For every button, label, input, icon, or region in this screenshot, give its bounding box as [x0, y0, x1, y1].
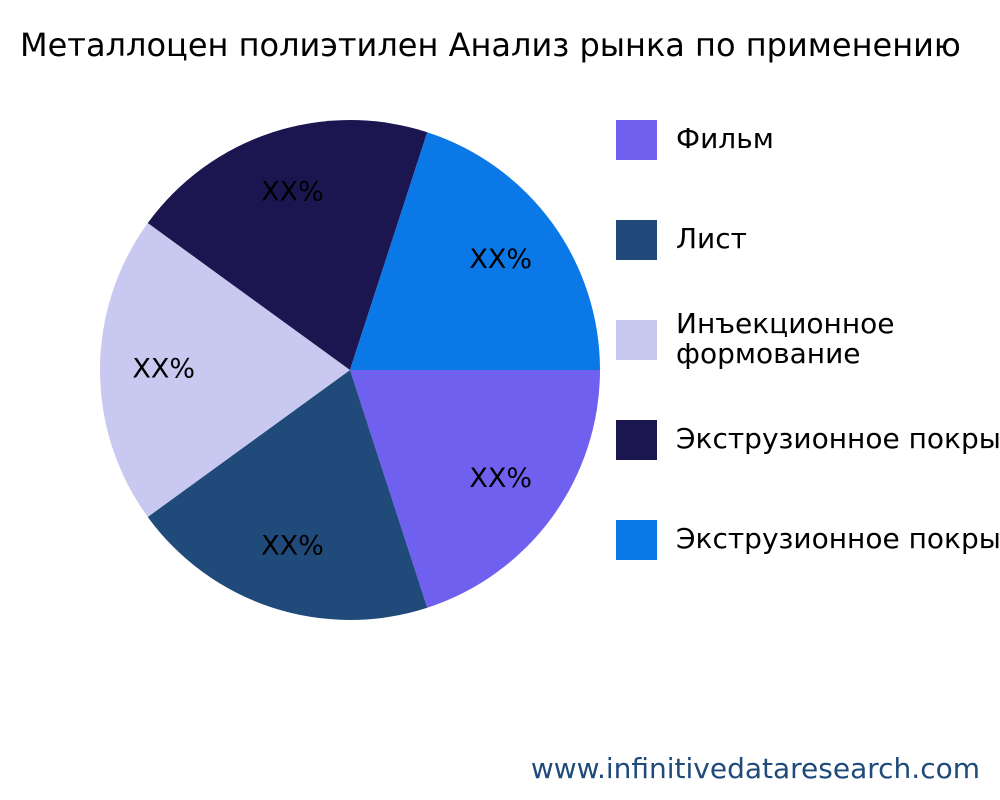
slice-label: XX% [469, 244, 532, 275]
legend-label: Экструзионное покрытие [676, 422, 1000, 455]
legend-swatch [616, 420, 657, 460]
legend-label: Инъекционное формование [676, 307, 895, 370]
legend-label: Фильм [676, 122, 774, 155]
pie-slice [147, 370, 428, 620]
legend-swatch [616, 320, 657, 360]
pie-slice [350, 132, 600, 370]
legend-label: Лист [676, 222, 747, 255]
slice-label: XX% [261, 531, 324, 562]
pie-slice [350, 370, 600, 608]
pie-slice [147, 120, 428, 370]
pie-slice [100, 223, 350, 517]
legend-label: Экструзионное покрытие [676, 522, 1000, 555]
slice-label: XX% [132, 354, 195, 385]
chart-title: Металлоцен полиэтилен Анализ рынка по пр… [20, 26, 961, 64]
legend-swatch [616, 220, 657, 260]
legend-swatch [616, 520, 657, 560]
source-link: www.infinitivedataresearch.com [531, 752, 980, 785]
slice-label: XX% [261, 176, 324, 207]
legend-swatch [616, 120, 657, 160]
slice-label: XX% [469, 463, 532, 494]
